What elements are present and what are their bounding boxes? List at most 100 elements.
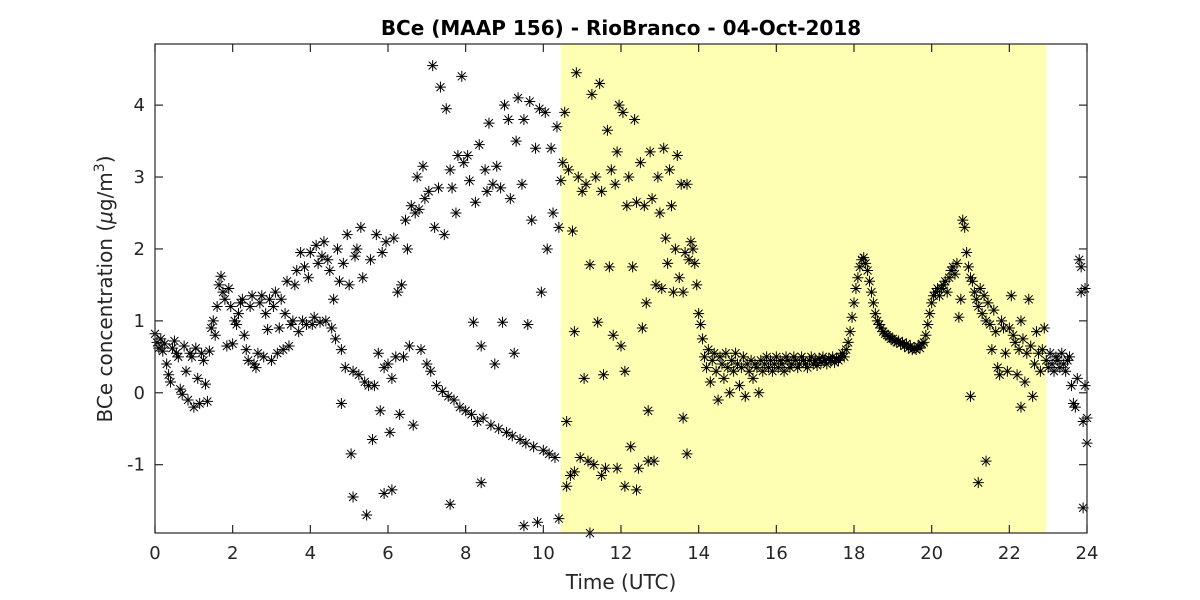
data-point — [838, 351, 850, 363]
data-point — [316, 250, 328, 262]
data-point — [516, 178, 528, 190]
data-point — [201, 395, 213, 407]
data-point — [988, 304, 1000, 316]
data-point — [611, 146, 623, 158]
data-point — [1067, 398, 1079, 410]
data-point — [961, 247, 973, 259]
data-point — [524, 96, 536, 108]
data-point — [935, 283, 947, 294]
data-point — [576, 185, 588, 197]
data-point — [590, 171, 602, 183]
data-point — [737, 351, 749, 363]
data-point — [788, 351, 800, 363]
data-point — [586, 88, 598, 100]
data-point — [673, 272, 685, 284]
data-point — [1027, 390, 1039, 402]
data-point — [998, 322, 1010, 334]
data-point — [811, 359, 823, 371]
data-point — [190, 342, 202, 354]
data-point — [1079, 380, 1091, 392]
data-point — [871, 315, 883, 327]
data-point — [514, 434, 526, 446]
data-point — [299, 261, 311, 273]
data-point — [436, 385, 448, 397]
data-point — [598, 369, 610, 381]
data-point — [757, 365, 769, 377]
data-point — [1079, 283, 1091, 294]
data-point — [269, 286, 281, 298]
data-point — [937, 279, 949, 291]
data-point — [423, 185, 435, 197]
data-point — [968, 286, 980, 298]
data-point — [924, 308, 936, 320]
data-point — [621, 200, 633, 212]
data-point — [1036, 344, 1048, 356]
data-point — [689, 257, 701, 269]
data-point — [337, 257, 349, 269]
data-point — [194, 398, 206, 410]
data-point — [308, 311, 320, 323]
data-point — [679, 247, 691, 259]
x-tick-label: 18 — [843, 543, 866, 564]
data-point — [502, 114, 514, 126]
data-point — [691, 279, 703, 291]
data-point — [541, 243, 553, 255]
data-point — [153, 342, 165, 354]
data-point — [399, 214, 411, 226]
data-point — [533, 103, 545, 115]
x-tick-label: 10 — [532, 543, 555, 564]
data-point — [829, 357, 841, 369]
data-point — [827, 351, 839, 363]
data-point — [640, 297, 652, 309]
data-point — [753, 387, 765, 399]
data-point — [570, 67, 582, 79]
data-point — [972, 300, 984, 312]
data-point — [557, 157, 569, 169]
data-point — [1015, 315, 1027, 327]
data-point — [858, 252, 870, 264]
data-point — [617, 106, 629, 118]
data-point — [508, 347, 520, 359]
data-point — [776, 358, 788, 370]
data-point — [553, 513, 565, 525]
data-point — [159, 338, 171, 350]
data-point — [273, 322, 285, 334]
data-point — [698, 351, 710, 363]
data-point — [264, 293, 276, 305]
data-point — [875, 322, 887, 334]
data-point — [163, 369, 175, 381]
data-point — [407, 419, 419, 431]
data-point — [198, 354, 210, 366]
data-point — [766, 365, 778, 377]
data-point — [910, 344, 922, 356]
data-point — [491, 160, 503, 172]
data-point — [242, 354, 254, 366]
data-point — [361, 509, 373, 521]
data-point — [543, 448, 555, 460]
data-point — [629, 114, 641, 126]
data-point — [681, 448, 693, 460]
data-point — [796, 351, 808, 363]
data-point — [965, 390, 976, 402]
data-point — [526, 214, 538, 226]
data-point — [469, 196, 481, 208]
data-point — [644, 146, 656, 158]
data-point — [192, 372, 204, 384]
x-axis-label: Time (UTC) — [565, 570, 677, 594]
data-point — [966, 275, 978, 287]
data-point — [832, 354, 844, 366]
data-point — [943, 272, 955, 284]
data-point — [442, 390, 454, 402]
data-point — [920, 329, 932, 341]
data-point — [584, 259, 596, 271]
data-point — [304, 247, 316, 259]
data-point — [933, 290, 945, 302]
data-point — [176, 388, 188, 400]
data-point — [518, 520, 530, 532]
data-point — [440, 103, 452, 115]
data-point — [774, 354, 786, 366]
data-point — [708, 347, 720, 359]
data-point — [279, 308, 291, 320]
data-point — [1021, 347, 1033, 359]
data-point — [918, 336, 930, 348]
